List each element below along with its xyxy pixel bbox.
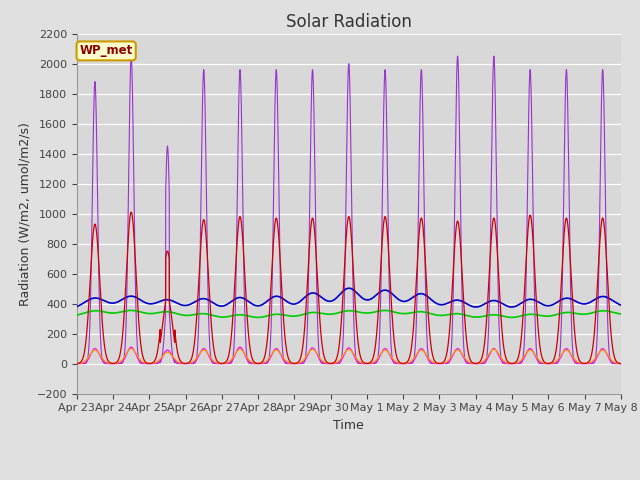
Title: Solar Radiation: Solar Radiation bbox=[286, 12, 412, 31]
X-axis label: Time: Time bbox=[333, 419, 364, 432]
Y-axis label: Radiation (W/m2, umol/m2/s): Radiation (W/m2, umol/m2/s) bbox=[18, 121, 31, 306]
Text: WP_met: WP_met bbox=[79, 44, 132, 58]
Legend: Shortwave In, Shortwave Out, Longwave In, Longwave Out, PAR in, PAR out: Shortwave In, Shortwave Out, Longwave In… bbox=[68, 478, 630, 480]
